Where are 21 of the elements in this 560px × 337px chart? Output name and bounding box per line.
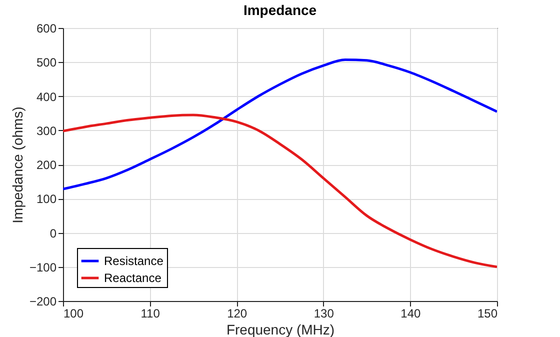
x-tick-label: 140 bbox=[400, 306, 422, 320]
y-tick-label: 300 bbox=[36, 124, 57, 138]
y-tick-label: 0 bbox=[50, 226, 57, 240]
x-tick-label: 150 bbox=[477, 306, 498, 320]
y-tick-label: 500 bbox=[36, 56, 57, 70]
y-axis-title: Impedance (ohms) bbox=[9, 106, 26, 224]
x-tick-label: 100 bbox=[64, 306, 84, 320]
x-tick-label: 130 bbox=[314, 306, 334, 320]
y-tick-label: −200 bbox=[29, 294, 57, 308]
y-tick-label: −100 bbox=[29, 260, 57, 274]
y-tick-label: 400 bbox=[36, 90, 57, 104]
y-tick-label: 100 bbox=[36, 192, 57, 206]
legend-label: Resistance bbox=[104, 254, 164, 268]
x-tick-label: 120 bbox=[227, 306, 248, 320]
legend-label: Reactance bbox=[104, 271, 162, 285]
line-series bbox=[63, 114, 497, 268]
line-series bbox=[63, 58, 497, 190]
y-tick-label: 600 bbox=[36, 22, 57, 36]
x-tick-label: 110 bbox=[140, 306, 160, 320]
chart-title: Impedance bbox=[243, 2, 317, 18]
y-tick-label: 200 bbox=[36, 158, 57, 172]
